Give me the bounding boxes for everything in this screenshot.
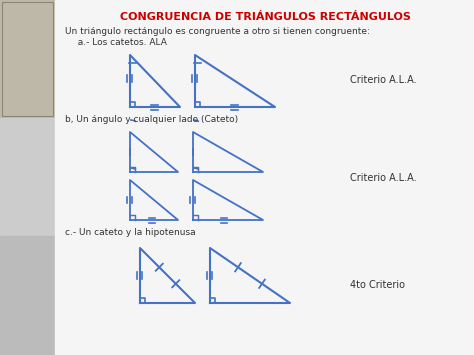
Text: CONGRUENCIA DE TRIÁNGULOS RECTÁNGULOS: CONGRUENCIA DE TRIÁNGULOS RECTÁNGULOS: [119, 12, 410, 22]
Text: Criterio A.L.A.: Criterio A.L.A.: [350, 173, 417, 183]
Text: Criterio A.L.A.: Criterio A.L.A.: [350, 75, 417, 85]
Bar: [55, 0, 474, 355]
Bar: [2, 2, 53, 116]
Bar: [0, 118, 55, 236]
Bar: [0, 0, 55, 118]
Bar: [0, 236, 55, 355]
Text: 4to Criterio: 4to Criterio: [350, 280, 405, 290]
Text: a.- Los catetos. ALA: a.- Los catetos. ALA: [72, 38, 167, 47]
Text: Un triángulo rectángulo es congruente a otro si tienen congruente:: Un triángulo rectángulo es congruente a …: [65, 27, 370, 36]
Text: b, Un ángulo y cualquier lado (Cateto): b, Un ángulo y cualquier lado (Cateto): [65, 115, 238, 124]
Text: c.- Un cateto y la hipotenusa: c.- Un cateto y la hipotenusa: [65, 228, 196, 237]
